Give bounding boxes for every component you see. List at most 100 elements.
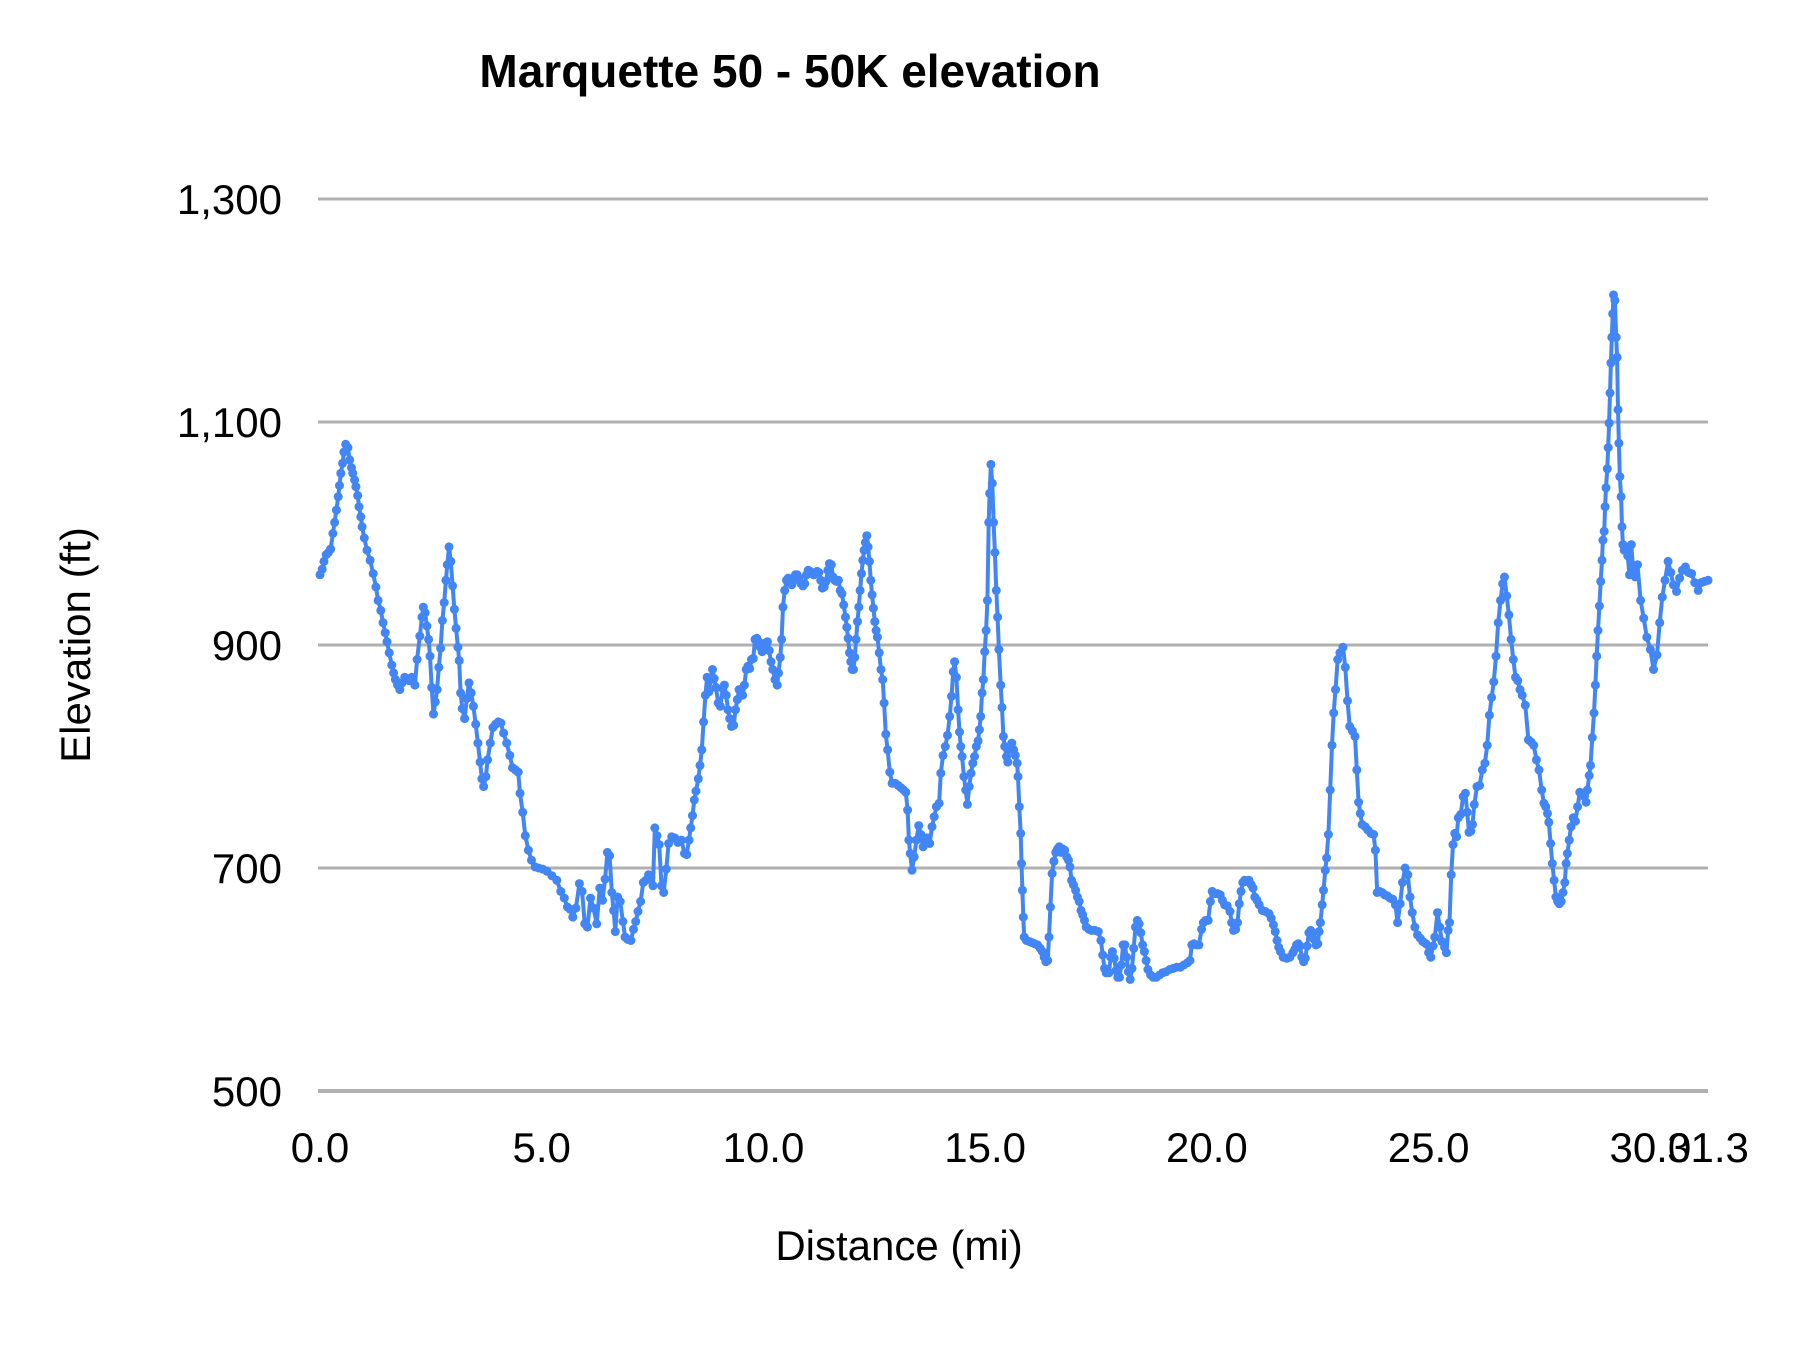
data-point-marker [1613, 405, 1623, 415]
data-point-marker [1626, 540, 1636, 550]
data-point-marker [412, 655, 422, 664]
data-point-marker [1558, 888, 1568, 897]
data-point-marker [980, 647, 990, 657]
data-point-marker [515, 788, 525, 798]
data-point-marker [715, 701, 725, 711]
data-point-marker [1513, 676, 1523, 686]
data-point-marker [1645, 645, 1655, 654]
data-point-marker [850, 652, 860, 662]
data-point-marker [437, 616, 447, 625]
data-point-marker [1445, 918, 1454, 928]
data-point-marker [345, 455, 355, 465]
data-point-marker [589, 903, 599, 913]
data-point-marker [955, 727, 964, 737]
data-point-marker [1616, 492, 1626, 502]
data-point-marker [1690, 578, 1700, 588]
data-point-marker [338, 458, 348, 468]
data-point-marker [800, 579, 810, 589]
data-point-marker [454, 656, 464, 666]
data-point-marker [766, 657, 776, 667]
data-point-marker [1443, 925, 1453, 935]
data-point-marker [868, 603, 878, 613]
data-point-marker [904, 835, 914, 845]
data-point-marker [739, 680, 749, 690]
data-point-marker [483, 755, 493, 765]
data-point-marker [684, 835, 694, 845]
data-point-marker [996, 680, 1006, 690]
data-point-marker [1065, 862, 1075, 872]
data-point-marker [1593, 626, 1603, 635]
data-point-marker [415, 631, 425, 641]
data-point-marker [814, 568, 824, 577]
data-point-marker [1139, 947, 1149, 957]
data-point-marker [1043, 956, 1053, 965]
data-point-marker [976, 711, 986, 721]
data-point-marker [1134, 919, 1144, 929]
data-point-marker [1203, 915, 1213, 925]
data-point-marker [1435, 922, 1445, 932]
data-point-marker [1649, 665, 1658, 674]
data-point-marker [629, 924, 638, 934]
data-point-marker [1014, 802, 1024, 812]
data-point-marker [870, 617, 880, 627]
data-point-marker [1325, 785, 1335, 795]
data-point-marker [914, 821, 924, 831]
data-point-marker [1564, 835, 1574, 845]
data-point-marker [1556, 897, 1566, 906]
data-point-marker [460, 714, 470, 724]
data-point-marker [496, 718, 506, 728]
data-point-marker [1013, 772, 1023, 782]
elevation-line [318, 292, 1710, 982]
data-point-marker [940, 742, 950, 751]
data-point-marker [481, 772, 491, 782]
data-point-marker [676, 835, 686, 845]
data-point-marker [780, 585, 790, 595]
data-point-marker [876, 665, 886, 674]
data-point-marker [1104, 968, 1114, 978]
x-tick-label: 5.0 [513, 1124, 571, 1171]
data-point-marker [929, 812, 939, 822]
data-point-marker [1331, 685, 1340, 695]
data-point-marker [1642, 632, 1652, 642]
data-point-marker [1236, 886, 1246, 896]
data-point-marker [654, 840, 664, 850]
data-point-marker [688, 811, 697, 821]
data-point-marker [368, 569, 378, 579]
data-point-marker [356, 512, 366, 522]
data-point-marker [1663, 556, 1673, 566]
y-tick-label: 900 [212, 622, 282, 669]
data-point-marker [985, 488, 995, 498]
data-point-marker [994, 645, 1004, 654]
data-point-marker [1652, 650, 1662, 660]
data-point-marker [982, 595, 992, 605]
data-point-marker [1010, 750, 1020, 760]
data-point-marker [646, 873, 656, 883]
data-point-marker [1675, 573, 1685, 583]
data-point-marker [1562, 849, 1572, 858]
data-point-marker [943, 730, 952, 740]
data-point-marker [1468, 820, 1477, 829]
data-point-marker [1605, 388, 1615, 398]
data-point-marker [1313, 939, 1323, 949]
data-point-marker [1045, 902, 1055, 912]
data-point-marker [1421, 939, 1431, 949]
data-point-marker [1666, 568, 1676, 577]
data-point-marker [652, 831, 662, 841]
data-point-marker [1185, 956, 1195, 965]
data-point-marker [439, 598, 449, 608]
data-point-marker [764, 646, 774, 656]
data-point-marker [1602, 464, 1612, 474]
data-point-marker [1703, 575, 1713, 585]
data-point-marker [1340, 662, 1350, 672]
data-point-marker [874, 648, 884, 658]
data-point-marker [689, 795, 699, 805]
data-point-marker [365, 555, 375, 565]
data-point-marker [1487, 692, 1497, 702]
data-point-marker [991, 585, 1001, 595]
data-point-marker [851, 634, 861, 644]
data-point-marker [1016, 828, 1026, 838]
data-point-marker [1672, 587, 1681, 596]
data-point-marker [664, 839, 674, 848]
data-point-marker [598, 895, 607, 905]
